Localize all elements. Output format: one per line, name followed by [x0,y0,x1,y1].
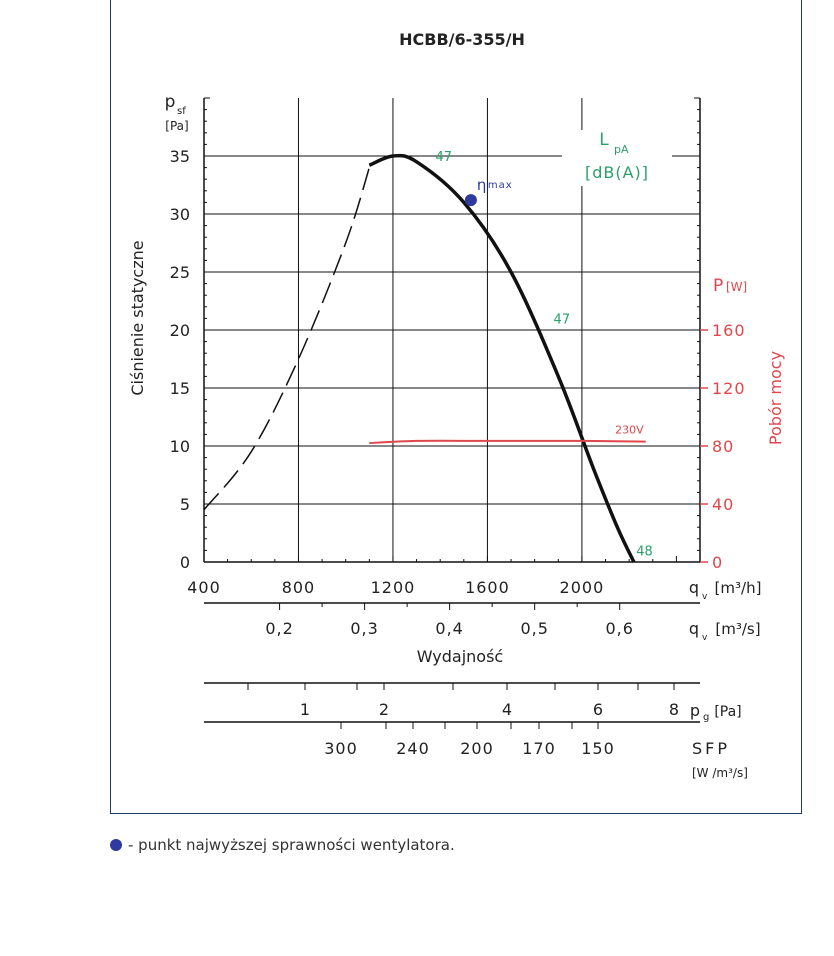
x-tick-label-2000: 2000 [560,578,605,597]
power-tick-label-0: 0 [712,553,723,572]
power-tick-label-160: 160 [712,321,746,340]
sfp-tick-label-1: 240 [396,739,430,758]
y-tick-label-5: 5 [180,495,190,514]
x2-tick-label-0: 0,2 [265,619,293,638]
x-label-sub: v [702,592,708,602]
y-label-symbol: p [165,92,176,112]
sfp-tick-label-0: 300 [324,739,358,758]
eta-max-symbol: η [477,176,487,194]
eta-max-point [464,194,477,207]
noise-label-2: 48 [636,544,653,559]
legend-text: - punkt najwyższej sprawności wentylator… [128,836,455,854]
pg-tick-label-0: 1 [300,700,310,719]
x2-tick-label-4: 0,6 [605,619,633,638]
y-tick-label-20: 20 [170,321,190,340]
y-tick-label-0: 0 [180,553,190,572]
power-label-unit: [W] [726,280,747,294]
series-label-2: 230V [615,424,644,437]
lpa-label-bg [562,130,672,186]
x2-label-unit: [m³/s] [715,620,760,638]
chart-frame [110,0,802,814]
y-axis-title: Ciśnienie statyczne [128,240,147,395]
sfp-tick-label-3: 170 [522,739,556,758]
x-tick-label-1200: 1200 [371,578,416,597]
power-tick-label-120: 120 [712,379,746,398]
sfp-label: SFP [692,739,730,758]
x2-tick-label-1: 0,3 [350,619,378,638]
series-line-0 [203,167,371,511]
x2-label-symbol: q [689,619,699,638]
y-tick-label-35: 35 [170,147,190,166]
power-axis-title: Pobór mocy [766,351,785,445]
pg-tick-label-2: 4 [502,700,512,719]
y-tick-label-10: 10 [170,437,190,456]
noise-label-1: 47 [554,312,571,327]
x-tick-label-1600: 1600 [465,578,510,597]
sfp-tick-label-2: 200 [460,739,494,758]
x-tick-label-800: 800 [282,578,316,597]
x-label-unit: [m³/h] [715,579,762,597]
x2-label-sub: v [702,633,708,643]
power-tick-label-80: 80 [712,437,734,456]
chart-title: HCBB/6-355/H [399,30,525,49]
x2-tick-label-2: 0,4 [435,619,463,638]
y-label-unit: [Pa] [165,119,188,133]
pg-label-symbol: p [690,701,700,720]
x-label-symbol: q [689,578,699,597]
pg-tick-label-4: 8 [669,700,679,719]
pg-label-sub: g [703,712,709,723]
eta-max-sub: max [488,180,513,191]
y-tick-label-30: 30 [170,205,190,224]
lpa-label-sub: pA [614,143,629,156]
x2-axis-title: Wydajność [417,647,503,666]
sfp-tick-label-4: 150 [581,739,615,758]
lpa-label-unit: [dB(A)] [585,163,649,182]
pg-tick-label-1: 2 [379,700,389,719]
sfp-label-unit: [W /m³/s] [692,766,748,780]
y-tick-label-25: 25 [170,263,190,282]
power-label-symbol: P [713,276,723,296]
lpa-label-symbol: L [599,130,609,150]
series-line-1 [368,153,636,563]
y-label-sub: sf [177,106,186,117]
y-tick-label-15: 15 [170,379,190,398]
power-tick-label-40: 40 [712,495,734,514]
pg-tick-label-3: 6 [593,700,603,719]
eta-max-dot-icon [110,839,122,851]
x-tick-label-400: 400 [187,578,221,597]
noise-label-0: 47 [435,150,452,165]
x2-tick-label-3: 0,5 [520,619,548,638]
legend: - punkt najwyższej sprawności wentylator… [110,836,455,854]
series-line-2 [369,439,646,445]
pg-label-unit: [Pa] [714,704,741,720]
